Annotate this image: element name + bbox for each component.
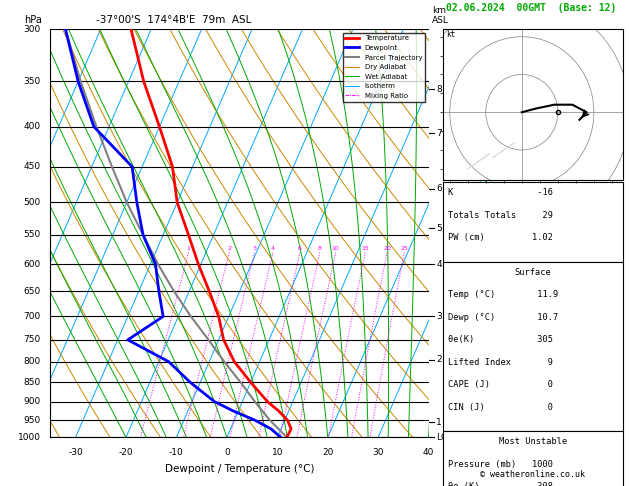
Text: 550: 550 bbox=[24, 230, 41, 239]
Text: 02.06.2024  00GMT  (Base: 12): 02.06.2024 00GMT (Base: 12) bbox=[446, 3, 616, 13]
Text: CAPE (J)           0: CAPE (J) 0 bbox=[448, 380, 553, 389]
Text: 8: 8 bbox=[318, 245, 322, 251]
Text: -20: -20 bbox=[119, 448, 133, 457]
Text: 40: 40 bbox=[423, 448, 434, 457]
Text: |||: ||| bbox=[478, 371, 496, 382]
Text: 4: 4 bbox=[271, 245, 275, 251]
Text: -37°00'S  174°4B'E  79m  ASL: -37°00'S 174°4B'E 79m ASL bbox=[96, 15, 251, 25]
Text: |||: ||| bbox=[478, 403, 496, 414]
Text: 3: 3 bbox=[252, 245, 257, 251]
Text: 2: 2 bbox=[227, 245, 231, 251]
Text: PW (cm)         1.02: PW (cm) 1.02 bbox=[448, 233, 553, 243]
Text: 850: 850 bbox=[24, 378, 41, 387]
Text: Dewp (°C)        10.7: Dewp (°C) 10.7 bbox=[448, 313, 558, 322]
Text: Totals Totals     29: Totals Totals 29 bbox=[448, 211, 553, 220]
Text: K                -16: K -16 bbox=[448, 189, 553, 197]
Text: Dewpoint / Temperature (°C): Dewpoint / Temperature (°C) bbox=[165, 464, 314, 474]
Text: |||: ||| bbox=[478, 36, 496, 47]
Text: Pressure (mb)   1000: Pressure (mb) 1000 bbox=[448, 460, 553, 469]
Text: Most Unstable: Most Unstable bbox=[499, 437, 567, 447]
Text: 10: 10 bbox=[331, 245, 340, 251]
Text: θe (K)           308: θe (K) 308 bbox=[448, 482, 553, 486]
Text: 20: 20 bbox=[383, 245, 391, 251]
Text: 6: 6 bbox=[436, 184, 442, 193]
Text: hPa: hPa bbox=[24, 15, 42, 25]
Text: 500: 500 bbox=[24, 198, 41, 207]
Text: 4: 4 bbox=[436, 260, 442, 269]
Legend: Temperature, Dewpoint, Parcel Trajectory, Dry Adiabat, Wet Adiabat, Isotherm, Mi: Temperature, Dewpoint, Parcel Trajectory… bbox=[343, 33, 425, 102]
Text: 2: 2 bbox=[436, 355, 442, 364]
Bar bbox=[443, 182, 623, 262]
Text: 750: 750 bbox=[24, 335, 41, 345]
Text: 3: 3 bbox=[436, 312, 442, 321]
Text: 0: 0 bbox=[224, 448, 230, 457]
Text: 8: 8 bbox=[436, 85, 442, 94]
Text: 5: 5 bbox=[436, 224, 442, 233]
Text: CIN (J)            0: CIN (J) 0 bbox=[448, 403, 553, 412]
Bar bbox=[443, 262, 623, 431]
Text: 1: 1 bbox=[187, 245, 191, 251]
Text: Temp (°C)        11.9: Temp (°C) 11.9 bbox=[448, 291, 558, 299]
Text: |||: ||| bbox=[478, 118, 496, 128]
Text: 25: 25 bbox=[400, 245, 408, 251]
Text: |||: ||| bbox=[478, 260, 496, 271]
Text: 30: 30 bbox=[372, 448, 384, 457]
Text: 800: 800 bbox=[24, 357, 41, 366]
Text: θe(K)            305: θe(K) 305 bbox=[448, 335, 553, 345]
Text: |||: ||| bbox=[478, 322, 496, 332]
Text: 15: 15 bbox=[362, 245, 369, 251]
Text: Surface: Surface bbox=[515, 268, 551, 277]
Text: 1: 1 bbox=[436, 417, 442, 427]
Text: -10: -10 bbox=[169, 448, 184, 457]
Text: LCL: LCL bbox=[436, 433, 452, 442]
Text: 950: 950 bbox=[24, 416, 41, 424]
Text: 350: 350 bbox=[24, 77, 41, 86]
Text: -30: -30 bbox=[68, 448, 83, 457]
Text: 10: 10 bbox=[272, 448, 283, 457]
Text: 900: 900 bbox=[24, 397, 41, 406]
Text: 300: 300 bbox=[24, 25, 41, 34]
Text: 20: 20 bbox=[322, 448, 333, 457]
Text: 7: 7 bbox=[436, 129, 442, 138]
Text: km
ASL: km ASL bbox=[432, 6, 449, 25]
Text: 6: 6 bbox=[298, 245, 302, 251]
Text: 650: 650 bbox=[24, 287, 41, 296]
Text: Lifted Index       9: Lifted Index 9 bbox=[448, 358, 553, 367]
Text: 700: 700 bbox=[24, 312, 41, 321]
Text: 600: 600 bbox=[24, 260, 41, 269]
Text: Mixing Ratio (g/kg): Mixing Ratio (g/kg) bbox=[454, 214, 464, 294]
Text: 400: 400 bbox=[24, 122, 41, 131]
Text: 1000: 1000 bbox=[18, 433, 41, 442]
Bar bbox=[443, 431, 623, 486]
Text: 450: 450 bbox=[24, 162, 41, 171]
Text: © weatheronline.co.uk: © weatheronline.co.uk bbox=[480, 470, 585, 479]
Text: |||: ||| bbox=[478, 220, 496, 230]
Text: |||: ||| bbox=[478, 179, 496, 190]
